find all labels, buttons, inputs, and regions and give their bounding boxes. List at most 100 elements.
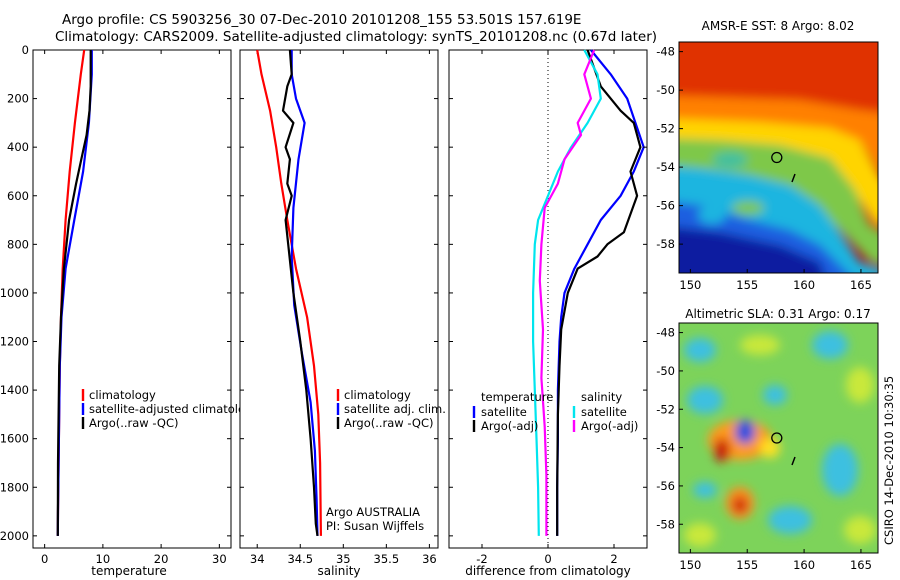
map-y-tick-label: -58	[656, 237, 675, 251]
y-tick-label: 1400	[0, 383, 29, 397]
sst-map-frame	[678, 41, 879, 274]
difference-profile-panel: -2 0 2 temperature salinitysatelliteArgo(-a…	[448, 49, 648, 578]
x-tick-label: -2	[476, 552, 487, 566]
sla-map-title: Altimetric SLA: 0.31 Argo: 0.17	[685, 307, 870, 321]
map-y-tick-label: -48	[656, 326, 675, 340]
temperature-x-axis: 0 10 20 30	[41, 50, 227, 566]
x-tick-label: 35	[336, 552, 351, 566]
sla-map-x-axis: 150 155 160 165	[679, 549, 872, 572]
x-tick-label: 2	[610, 552, 617, 566]
sst-map-panel: AMSR-E SST: 8 Argo: 8.02 150 155 160 165 -4…	[656, 19, 879, 292]
legend-entry: Argo(..raw -QC)	[344, 416, 434, 430]
temperature-profile-panel: 0 200 400 600 800 1000 1200 1400 1600 1800 2000 0 1…	[0, 43, 259, 578]
difference-x-label: difference from climatology	[465, 564, 631, 578]
annotation-pi: PI: Susan Wijffels	[326, 519, 424, 533]
map-y-tick-label: -50	[656, 364, 675, 378]
salinity-series	[256, 49, 322, 537]
legend-entry: Argo(-adj)	[581, 419, 638, 433]
series-line-salinity-argo-adj	[538, 49, 596, 536]
argo-location-marker	[771, 432, 783, 444]
y-tick-label: 1000	[0, 286, 29, 300]
legend-entry: satellite-adjusted climatology	[89, 402, 259, 416]
map-y-tick-label: -56	[656, 199, 675, 213]
annotation-argo-australia: Argo AUSTRALIA	[326, 505, 420, 519]
legend-entry: climatology	[344, 388, 411, 402]
csiro-timestamp: CSIRO 14-Dec-2010 10:30:35	[882, 376, 896, 545]
y-tick-label: 1800	[0, 480, 29, 494]
temperature-series	[56, 49, 93, 536]
map-y-tick-label: -50	[656, 83, 675, 97]
sla-map-y-axis: -48 -50 -52 -54 -56 -58	[656, 326, 683, 531]
map-y-tick-label: -48	[656, 45, 675, 59]
map-y-tick-label: -54	[656, 160, 675, 174]
figure-title-line-2: Climatology: CARS2009. Satellite-adjuste…	[55, 29, 658, 45]
series-line-argo-raw-qc	[281, 49, 319, 537]
map-x-tick-label: 155	[736, 558, 758, 572]
map-y-tick-label: -54	[656, 441, 675, 455]
difference-x-axis: -2 0 2	[476, 50, 618, 566]
figure-title-line-1: Argo profile: CS 5903256_30 07-Dec-2010 …	[62, 12, 582, 28]
depth-axis: 0 200 400 600 800 1000 1200 1400 1600 1800 2000	[0, 43, 231, 543]
map-x-tick-label: 165	[850, 558, 872, 572]
legend-entry: satellite	[481, 405, 527, 419]
x-tick-label: 10	[96, 552, 111, 566]
x-tick-label: 36	[422, 552, 437, 566]
y-tick-label: 400	[7, 140, 29, 154]
argo-location-marker	[771, 151, 783, 164]
difference-series	[531, 49, 645, 536]
map-x-tick-label: 165	[850, 278, 872, 292]
map-x-tick-label: 150	[679, 558, 701, 572]
sst-heatmap	[679, 42, 878, 273]
legend-header: salinity	[581, 390, 622, 404]
legend-entry: satellite	[581, 405, 627, 419]
y-tick-label: 2000	[0, 529, 29, 543]
x-tick-label: 34	[250, 552, 265, 566]
map-x-tick-label: 155	[736, 278, 758, 292]
legend-entry: Argo(..raw -QC)	[89, 416, 179, 430]
x-tick-label: 0	[41, 552, 48, 566]
x-tick-label: 20	[154, 552, 169, 566]
y-tick-label: 800	[7, 237, 29, 251]
map-y-tick-label: -52	[656, 402, 675, 416]
series-line-argo-raw-qc	[56, 50, 92, 536]
sst-map-x-axis: 150 155 160 165	[679, 269, 872, 292]
sst-map-title: AMSR-E SST: 8 Argo: 8.02	[702, 19, 855, 33]
y-tick-label: 1200	[0, 335, 29, 349]
x-tick-label: 0	[544, 552, 551, 566]
legend-header: temperature	[481, 390, 553, 404]
map-y-tick-label: -58	[656, 517, 675, 531]
x-tick-label: 30	[212, 552, 227, 566]
difference-legend: temperature salinitysatelliteArgo(-adj)sa…	[472, 390, 638, 433]
salinity-x-label: salinity	[317, 564, 360, 578]
y-tick-label: 200	[7, 92, 29, 106]
sla-map-panel: Altimetric SLA: 0.31 Argo: 0.17	[656, 307, 879, 572]
map-y-tick-label: -52	[656, 122, 675, 136]
salinity-axes-box	[239, 49, 439, 549]
x-tick-label: 34.5	[287, 552, 313, 566]
sla-heatmap	[679, 323, 878, 553]
series-line-salinity-satellite	[531, 49, 602, 536]
temperature-axes-box	[32, 49, 232, 549]
sla-map-frame	[678, 322, 879, 554]
argo-track-mark	[791, 456, 796, 466]
y-tick-label: 0	[22, 43, 29, 57]
y-tick-label: 600	[7, 189, 29, 203]
series-line-satellite-adj-clim	[290, 50, 319, 536]
argo-track-mark	[791, 173, 796, 183]
x-tick-label: 35.5	[374, 552, 400, 566]
salinity-x-axis: 34 34.5 35 35.5 36	[250, 50, 437, 566]
legend-entry: satellite adj. clim.	[344, 402, 446, 416]
series-line-temperature-argo-adj	[556, 49, 642, 536]
map-y-tick-label: -56	[656, 479, 675, 493]
map-x-tick-label: 160	[793, 278, 815, 292]
sst-map-y-axis: -48 -50 -52 -54 -56 -58	[656, 45, 683, 251]
map-x-tick-label: 160	[793, 558, 815, 572]
map-x-tick-label: 150	[679, 278, 701, 292]
legend-entry: Argo(-adj)	[481, 419, 538, 433]
legend-entry: climatology	[89, 388, 156, 402]
y-tick-label: 1600	[0, 432, 29, 446]
